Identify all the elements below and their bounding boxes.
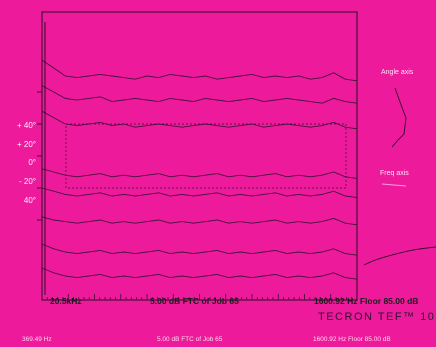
footer-left: 369.49 Hz: [22, 336, 52, 343]
series-line-5: [41, 187, 358, 199]
y-tick-label: 40°: [23, 196, 36, 205]
bottom-overlay-left: 20.5kHz: [50, 296, 82, 306]
series-line-7: [41, 243, 358, 256]
plot-frame: [41, 11, 358, 301]
y-tick-label: - 20°: [19, 177, 36, 186]
footer-center: 5.00 dB FTC of Job 65: [157, 336, 223, 343]
series-line-8: [41, 267, 358, 280]
series-line-1: [41, 59, 358, 82]
y-tick-label: + 40°: [17, 121, 36, 130]
series-line-4: [41, 168, 358, 179]
brand-label: TECRON TEF™ 10: [318, 311, 436, 323]
bottom-overlay-center: 5.00 dB FTC of Job 65: [150, 296, 239, 306]
angle-axis-label: Angle axis: [381, 69, 414, 76]
side-trace-curve: [363, 246, 436, 266]
series-line-2: [41, 85, 358, 104]
freq-axis-line: [381, 183, 407, 187]
series-line-3: [41, 110, 358, 130]
bottom-overlay-right: 1600.92 Hz Floor 85.00 dB: [314, 296, 419, 306]
y-tick-label: + 20°: [17, 140, 36, 149]
y-tick-label: 0°: [28, 158, 36, 167]
footer-right: 1600.92 Hz Floor 85.00 dB: [313, 336, 391, 343]
reference-box: [65, 123, 347, 189]
series-line-6: [41, 216, 358, 226]
freq-axis-label: Freq axis: [380, 170, 409, 177]
angle-axis-curve: [391, 87, 407, 148]
